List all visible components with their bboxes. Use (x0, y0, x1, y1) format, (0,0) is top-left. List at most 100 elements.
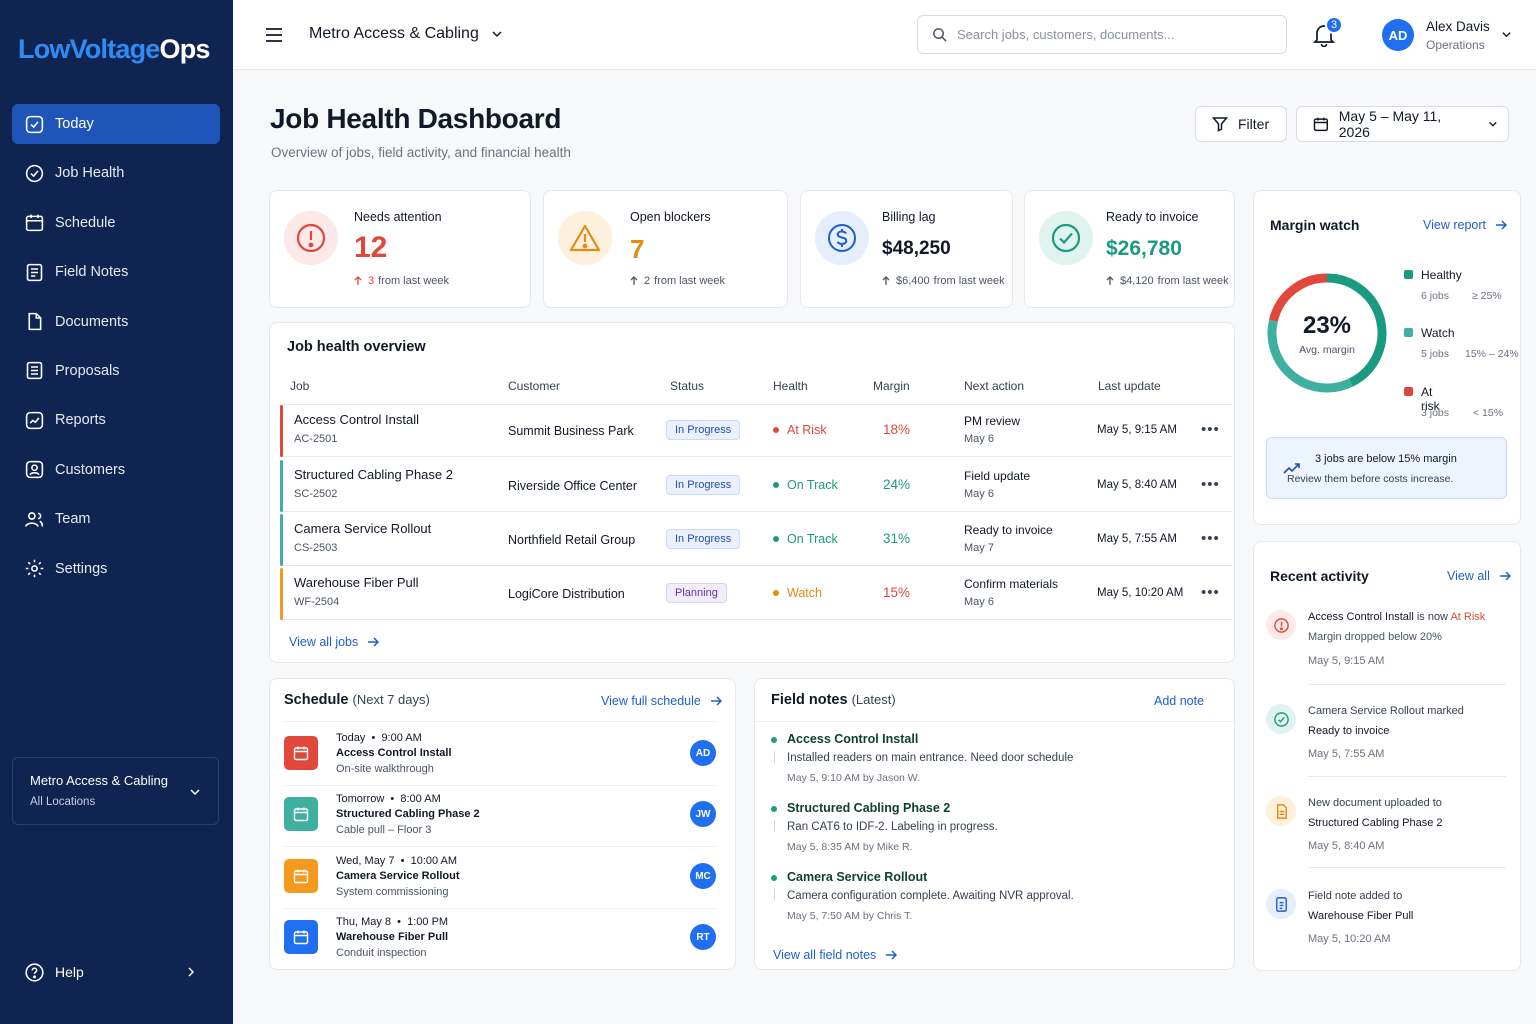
health-indicator: On Track (773, 532, 838, 546)
section-title: Job health overview (287, 339, 426, 355)
schedule-item[interactable]: Tomorrow • 8:00 AM Structured Cabling Ph… (284, 786, 716, 847)
org-name: Metro Access & Cabling (309, 25, 479, 42)
more-icon[interactable]: ••• (1201, 421, 1220, 438)
kpi-needs-attention[interactable]: Needs attention 12 3 from last week (269, 190, 531, 308)
arrow-up-icon (1106, 276, 1114, 285)
schedule-item[interactable]: Wed, May 7 • 10:00 AM Camera Service Rol… (284, 848, 716, 909)
note-job[interactable]: Structured Cabling Phase 2 (787, 801, 951, 815)
column-header[interactable]: Status (670, 379, 705, 393)
next-action: PM review (964, 414, 1021, 428)
note-job[interactable]: Access Control Install (787, 732, 919, 746)
user-name[interactable]: Alex Davis (1426, 19, 1490, 34)
location-name: Metro Access & Cabling (30, 773, 169, 788)
column-header[interactable]: Margin (873, 379, 910, 393)
location-switcher[interactable]: Metro Access & Cabling All Locations (12, 757, 219, 825)
margin-alert[interactable]: 3 jobs are below 15% margin Review them … (1266, 437, 1507, 499)
avatar[interactable]: JW (690, 801, 716, 827)
job-name[interactable]: Camera Service Rollout (294, 521, 432, 536)
kpi-billing-lag[interactable]: Billing lag $48,250 $6,400 from last week (800, 190, 1013, 308)
table-row[interactable]: Structured Cabling Phase 2 SC-2502 River… (280, 460, 1232, 512)
column-header[interactable]: Next action (964, 379, 1025, 393)
schedule-desc: System commissioning (336, 886, 449, 898)
add-note-button[interactable]: Add note (1154, 694, 1205, 708)
kpi-ready-to-invoice[interactable]: Ready to invoice $26,780 $4,120 from last… (1024, 190, 1235, 308)
chevron-down-icon (492, 31, 502, 38)
avatar[interactable]: AD (690, 740, 716, 766)
avatar[interactable]: AD (1382, 19, 1414, 51)
table-row[interactable]: Warehouse Fiber Pull WF-2504 LogiCore Di… (280, 568, 1232, 620)
view-all-jobs-link[interactable]: View all jobs (289, 635, 380, 649)
donut-segment-watch[interactable] (1267, 319, 1353, 393)
kpi-change: $4,120 from last week (1106, 275, 1229, 287)
schedule-item[interactable]: Thu, May 8 • 1:00 PM Warehouse Fiber Pul… (284, 909, 716, 970)
note-meta: May 5, 9:10 AM by Jason W. (787, 772, 921, 784)
column-header[interactable]: Customer (508, 379, 561, 393)
menu-icon[interactable] (265, 26, 283, 44)
divider (755, 721, 1236, 722)
legend-range: < 15% (1473, 407, 1504, 419)
donut-segment-at-risk[interactable] (1268, 273, 1328, 322)
avg-margin-value: 23% (1302, 312, 1352, 339)
schedule-time: Thu, May 8 • 1:00 PM (336, 916, 449, 928)
sidebar-item-documents[interactable]: Documents (12, 302, 220, 342)
table-row[interactable]: Camera Service Rollout CS-2503 Northfiel… (280, 514, 1232, 566)
sidebar-item-job-health[interactable]: Job Health (12, 153, 220, 193)
avatar[interactable]: MC (690, 863, 716, 889)
date-range-picker[interactable]: May 5 – May 11, 2026 (1296, 106, 1509, 142)
notes-icon (1266, 889, 1296, 919)
table-row[interactable]: Access Control Install AC-2501 Summit Bu… (280, 405, 1232, 457)
view-all-activity-link[interactable]: View all (1447, 569, 1511, 583)
app-logo[interactable]: LowVoltageOps (18, 34, 210, 64)
sidebar-item-team[interactable]: Team (12, 499, 220, 539)
search-input[interactable] (957, 27, 1257, 42)
chevron-right-icon (188, 967, 195, 977)
sidebar-item-settings[interactable]: Settings (12, 549, 220, 589)
view-full-schedule-link[interactable]: View full schedule (601, 694, 722, 708)
column-header[interactable]: Last update (1098, 379, 1161, 393)
sidebar-item-label: Job Health (55, 165, 125, 182)
schedule-desc: On-site walkthrough (336, 763, 434, 775)
gear-icon (25, 559, 44, 578)
help-link[interactable]: Help (24, 960, 214, 984)
search-icon (933, 28, 947, 42)
job-health-overview: Job health overview Job Customer Status … (269, 322, 1235, 663)
activity-time: May 5, 9:15 AM (1308, 655, 1385, 667)
more-icon[interactable]: ••• (1201, 584, 1220, 601)
kpi-label: Billing lag (882, 210, 936, 224)
filter-icon (1212, 117, 1228, 132)
avatar[interactable]: RT (690, 924, 716, 950)
kpi-value: 7 (630, 234, 645, 264)
legend-range: 15% – 24% (1465, 348, 1519, 360)
sidebar-nav: Today Job Health Schedule Field Notes Do… (12, 104, 220, 598)
chevron-down-icon[interactable] (1501, 29, 1512, 40)
job-name[interactable]: Access Control Install (294, 412, 419, 427)
note-job[interactable]: Camera Service Rollout (787, 870, 928, 884)
org-switcher[interactable]: Metro Access & Cabling (309, 25, 503, 43)
date-range-label: May 5 – May 11, 2026 (1338, 108, 1442, 140)
sidebar-item-label: Schedule (55, 214, 116, 231)
sidebar-item-proposals[interactable]: Proposals (12, 351, 220, 391)
kpi-label: Open blockers (630, 210, 711, 224)
view-report-link[interactable]: View report (1423, 218, 1507, 232)
column-header[interactable]: Health (773, 379, 808, 393)
kpi-open-blockers[interactable]: Open blockers 7 2 from last week (543, 190, 788, 308)
sidebar-item-field-notes[interactable]: Field Notes (12, 252, 220, 292)
more-icon[interactable]: ••• (1201, 476, 1220, 493)
view-all-field-notes-link[interactable]: View all field notes (773, 948, 898, 962)
donut-segment-healthy[interactable] (1326, 273, 1387, 387)
sidebar-item-customers[interactable]: Customers (12, 450, 220, 490)
timeline-line (774, 889, 775, 901)
more-icon[interactable]: ••• (1201, 530, 1220, 547)
last-update: May 5, 9:15 AM (1097, 424, 1177, 436)
sidebar-item-today[interactable]: Today (12, 104, 220, 144)
job-name[interactable]: Warehouse Fiber Pull (294, 575, 419, 590)
sidebar-item-reports[interactable]: Reports (12, 400, 220, 440)
schedule-job: Camera Service Rollout (336, 870, 460, 882)
column-header[interactable]: Job (290, 379, 310, 393)
filter-button[interactable]: Filter (1195, 106, 1287, 142)
section-title: Recent activity (1270, 568, 1369, 584)
schedule-item[interactable]: Today • 9:00 AM Access Control Install O… (284, 725, 716, 786)
job-name[interactable]: Structured Cabling Phase 2 (294, 467, 453, 482)
activity-time: May 5, 10:20 AM (1308, 933, 1391, 945)
sidebar-item-schedule[interactable]: Schedule (12, 203, 220, 243)
